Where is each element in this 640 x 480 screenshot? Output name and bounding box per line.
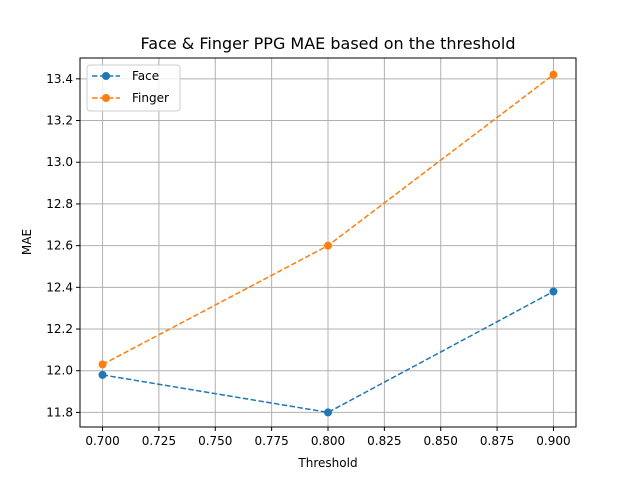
y-tick-label: 11.8 [46,405,73,419]
series-point-face [549,287,558,296]
x-axis-label: Threshold [297,456,357,470]
series-point-finger [549,70,558,79]
x-tick-label: 0.825 [367,434,401,448]
y-tick-label: 13.4 [46,72,73,86]
x-tick-label: 0.775 [254,434,288,448]
series-point-finger [324,241,332,250]
y-tick-label: 13.2 [46,114,73,128]
series-point-face [324,408,332,417]
y-tick-label: 12.6 [46,239,73,253]
y-tick-label: 12.0 [46,364,73,378]
legend-label-face: Face [132,69,159,83]
y-tick-label: 12.8 [46,197,73,211]
legend-marker-face [102,72,110,80]
y-axis-label: MAE [20,229,34,255]
x-tick-label: 0.850 [424,434,458,448]
series-point-finger [98,360,107,369]
x-tick-label: 0.750 [198,434,232,448]
tick-layer: 0.700 0.725 0.750 0.775 0.800 0.825 0.850 0.875… [46,72,570,448]
x-tick-label: 0.700 [85,434,119,448]
x-tick-label: 0.875 [480,434,514,448]
legend: Face Finger [86,64,181,112]
chart-title: Face & Finger PPG MAE based on the thres… [141,34,516,53]
x-tick-label: 0.900 [536,434,570,448]
y-tick-label: 12.2 [46,322,73,336]
x-tick-label: 0.800 [311,434,345,448]
y-tick-label: 12.4 [46,280,73,294]
legend-label-finger: Finger [132,91,169,105]
series-line-face [102,290,554,414]
series-point-face [98,370,107,379]
y-tick-label: 13.0 [46,155,73,169]
series-layer [98,70,558,417]
x-tick-label: 0.725 [142,434,176,448]
legend-marker-finger [102,94,110,102]
